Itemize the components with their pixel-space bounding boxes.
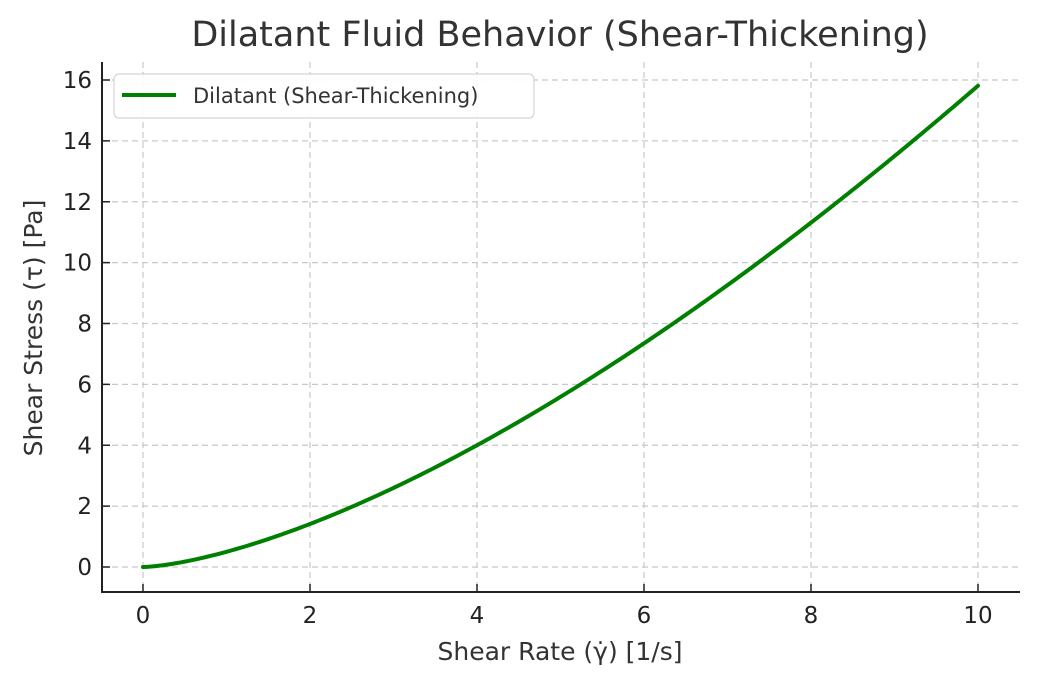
axes (101, 62, 1020, 593)
legend-label: Dilatant (Shear-Thickening) (193, 84, 478, 108)
x-tick-label: 8 (804, 603, 819, 629)
y-tick-label: 12 (63, 190, 92, 216)
legend: Dilatant (Shear-Thickening) (113, 73, 535, 119)
y-tick-label: 14 (63, 129, 92, 155)
x-tick-label: 10 (963, 603, 992, 629)
y-tick-label: 16 (63, 68, 92, 94)
y-tick-label: 6 (77, 372, 92, 398)
x-tick-label: 0 (136, 603, 151, 629)
tick-labels: 0 2 4 6 8 10 0 2 4 6 8 10 12 14 16 (63, 68, 993, 629)
x-tick-label: 6 (637, 603, 652, 629)
y-tick-label: 10 (63, 251, 92, 277)
x-axis-label: Shear Rate (γ̇) [1/s] (437, 637, 682, 666)
series-lines (141, 83, 980, 569)
y-tick-label: 8 (77, 312, 92, 338)
y-tick-label: 2 (77, 494, 92, 520)
y-tick-label: 4 (77, 433, 92, 459)
legend-box (113, 73, 535, 119)
y-axis-label: Shear Stress (τ) [Pa] (19, 200, 48, 457)
x-tick-label: 2 (303, 603, 318, 629)
y-tick-label: 0 (77, 555, 92, 581)
grid-lines (102, 62, 1020, 592)
series-line (141, 83, 980, 569)
chart-title: Dilatant Fluid Behavior (Shear-Thickenin… (191, 15, 928, 55)
x-tick-label: 4 (470, 603, 485, 629)
